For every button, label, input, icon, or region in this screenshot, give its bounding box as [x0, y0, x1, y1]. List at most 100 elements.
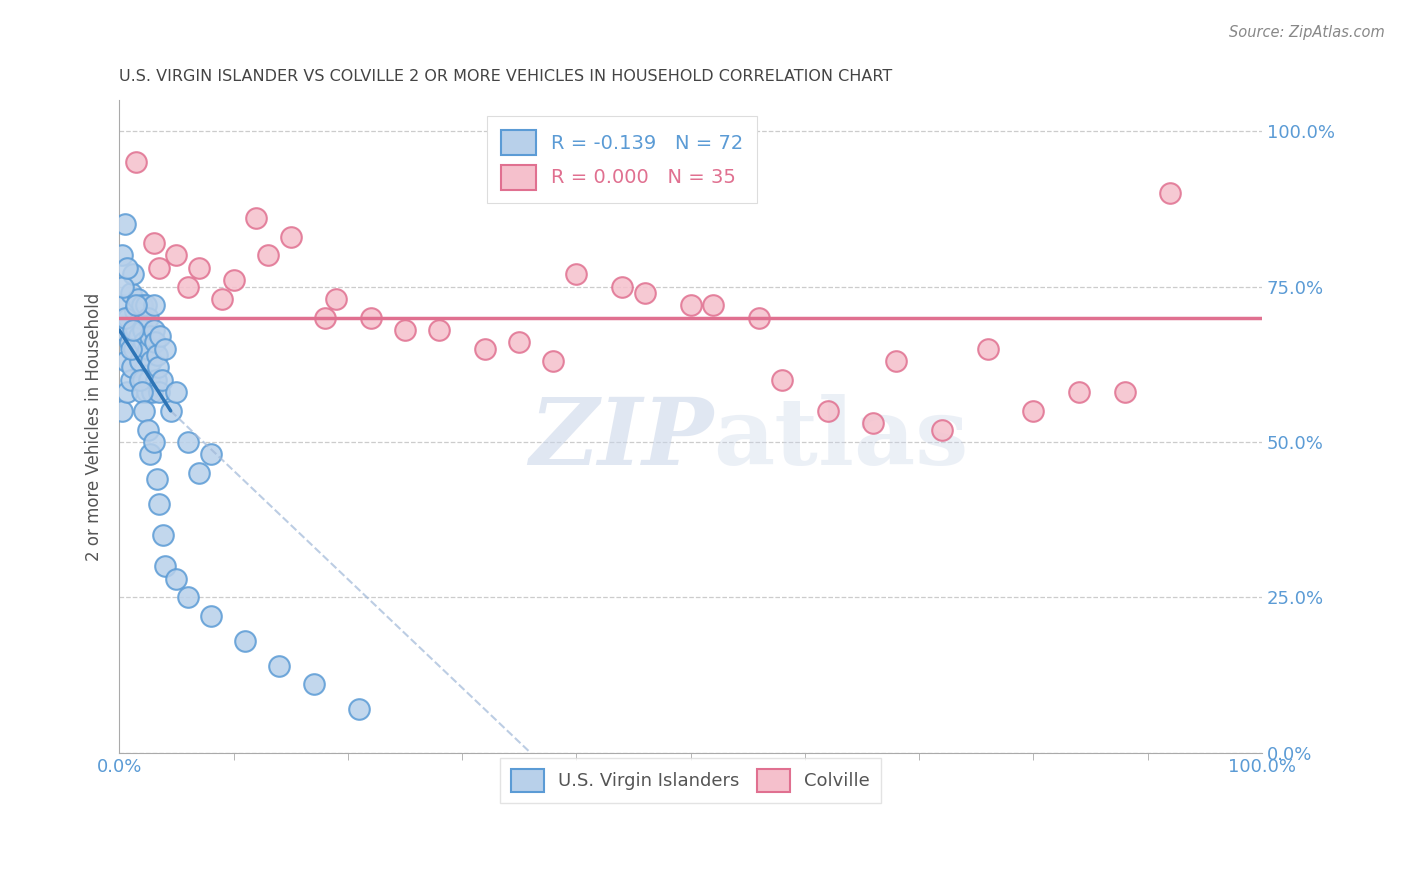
Point	[360, 310, 382, 325]
Point	[115, 354, 138, 368]
Point	[148, 497, 170, 511]
Text: ZIP: ZIP	[529, 394, 713, 484]
Point	[188, 466, 211, 480]
Point	[976, 342, 998, 356]
Point	[120, 285, 142, 300]
Point	[111, 279, 134, 293]
Point	[427, 323, 450, 337]
Point	[280, 229, 302, 244]
Point	[325, 292, 347, 306]
Point	[177, 279, 200, 293]
Point	[610, 279, 633, 293]
Point	[112, 298, 135, 312]
Point	[177, 591, 200, 605]
Point	[127, 292, 149, 306]
Point	[145, 373, 167, 387]
Point	[128, 354, 150, 368]
Point	[118, 335, 141, 350]
Point	[139, 329, 162, 343]
Point	[125, 155, 148, 169]
Point	[142, 323, 165, 337]
Point	[136, 423, 159, 437]
Point	[122, 267, 145, 281]
Point	[150, 373, 173, 387]
Point	[474, 342, 496, 356]
Point	[148, 385, 170, 400]
Point	[142, 235, 165, 250]
Point	[125, 298, 148, 312]
Point	[121, 360, 143, 375]
Point	[702, 298, 724, 312]
Point	[165, 248, 187, 262]
Point	[129, 310, 152, 325]
Point	[256, 248, 278, 262]
Y-axis label: 2 or more Vehicles in Household: 2 or more Vehicles in Household	[86, 293, 103, 560]
Point	[165, 572, 187, 586]
Point	[134, 404, 156, 418]
Point	[120, 373, 142, 387]
Point	[114, 217, 136, 231]
Point	[1159, 186, 1181, 201]
Point	[131, 298, 153, 312]
Point	[245, 211, 267, 226]
Point	[1067, 385, 1090, 400]
Point	[211, 292, 233, 306]
Point	[931, 423, 953, 437]
Point	[146, 360, 169, 375]
Point	[188, 260, 211, 275]
Point	[200, 609, 222, 624]
Point	[134, 335, 156, 350]
Point	[141, 385, 163, 400]
Point	[142, 298, 165, 312]
Point	[1022, 404, 1045, 418]
Point	[565, 267, 588, 281]
Point	[132, 373, 155, 387]
Point	[117, 385, 139, 400]
Point	[394, 323, 416, 337]
Text: atlas: atlas	[713, 394, 969, 484]
Text: U.S. VIRGIN ISLANDER VS COLVILLE 2 OR MORE VEHICLES IN HOUSEHOLD CORRELATION CHA: U.S. VIRGIN ISLANDER VS COLVILLE 2 OR MO…	[120, 69, 893, 84]
Point	[314, 310, 336, 325]
Point	[159, 404, 181, 418]
Point	[117, 310, 139, 325]
Point	[146, 348, 169, 362]
Point	[269, 658, 291, 673]
Point	[135, 385, 157, 400]
Point	[148, 260, 170, 275]
Point	[146, 472, 169, 486]
Point	[138, 373, 160, 387]
Point	[110, 404, 132, 418]
Point	[748, 310, 770, 325]
Point	[125, 323, 148, 337]
Point	[117, 260, 139, 275]
Point	[177, 434, 200, 449]
Point	[139, 447, 162, 461]
Point	[141, 354, 163, 368]
Point	[136, 342, 159, 356]
Point	[233, 634, 256, 648]
Point	[128, 329, 150, 343]
Point	[862, 417, 884, 431]
Point	[634, 285, 657, 300]
Point	[302, 677, 325, 691]
Point	[132, 323, 155, 337]
Text: Source: ZipAtlas.com: Source: ZipAtlas.com	[1229, 25, 1385, 40]
Point	[347, 702, 370, 716]
Point	[679, 298, 702, 312]
Point	[142, 434, 165, 449]
Point	[143, 335, 166, 350]
Point	[508, 335, 530, 350]
Point	[136, 310, 159, 325]
Point	[128, 373, 150, 387]
Point	[135, 298, 157, 312]
Point	[817, 404, 839, 418]
Point	[114, 310, 136, 325]
Point	[153, 342, 176, 356]
Point	[165, 385, 187, 400]
Point	[122, 342, 145, 356]
Point	[131, 385, 153, 400]
Point	[120, 342, 142, 356]
Point	[122, 323, 145, 337]
Point	[152, 528, 174, 542]
Point	[543, 354, 565, 368]
